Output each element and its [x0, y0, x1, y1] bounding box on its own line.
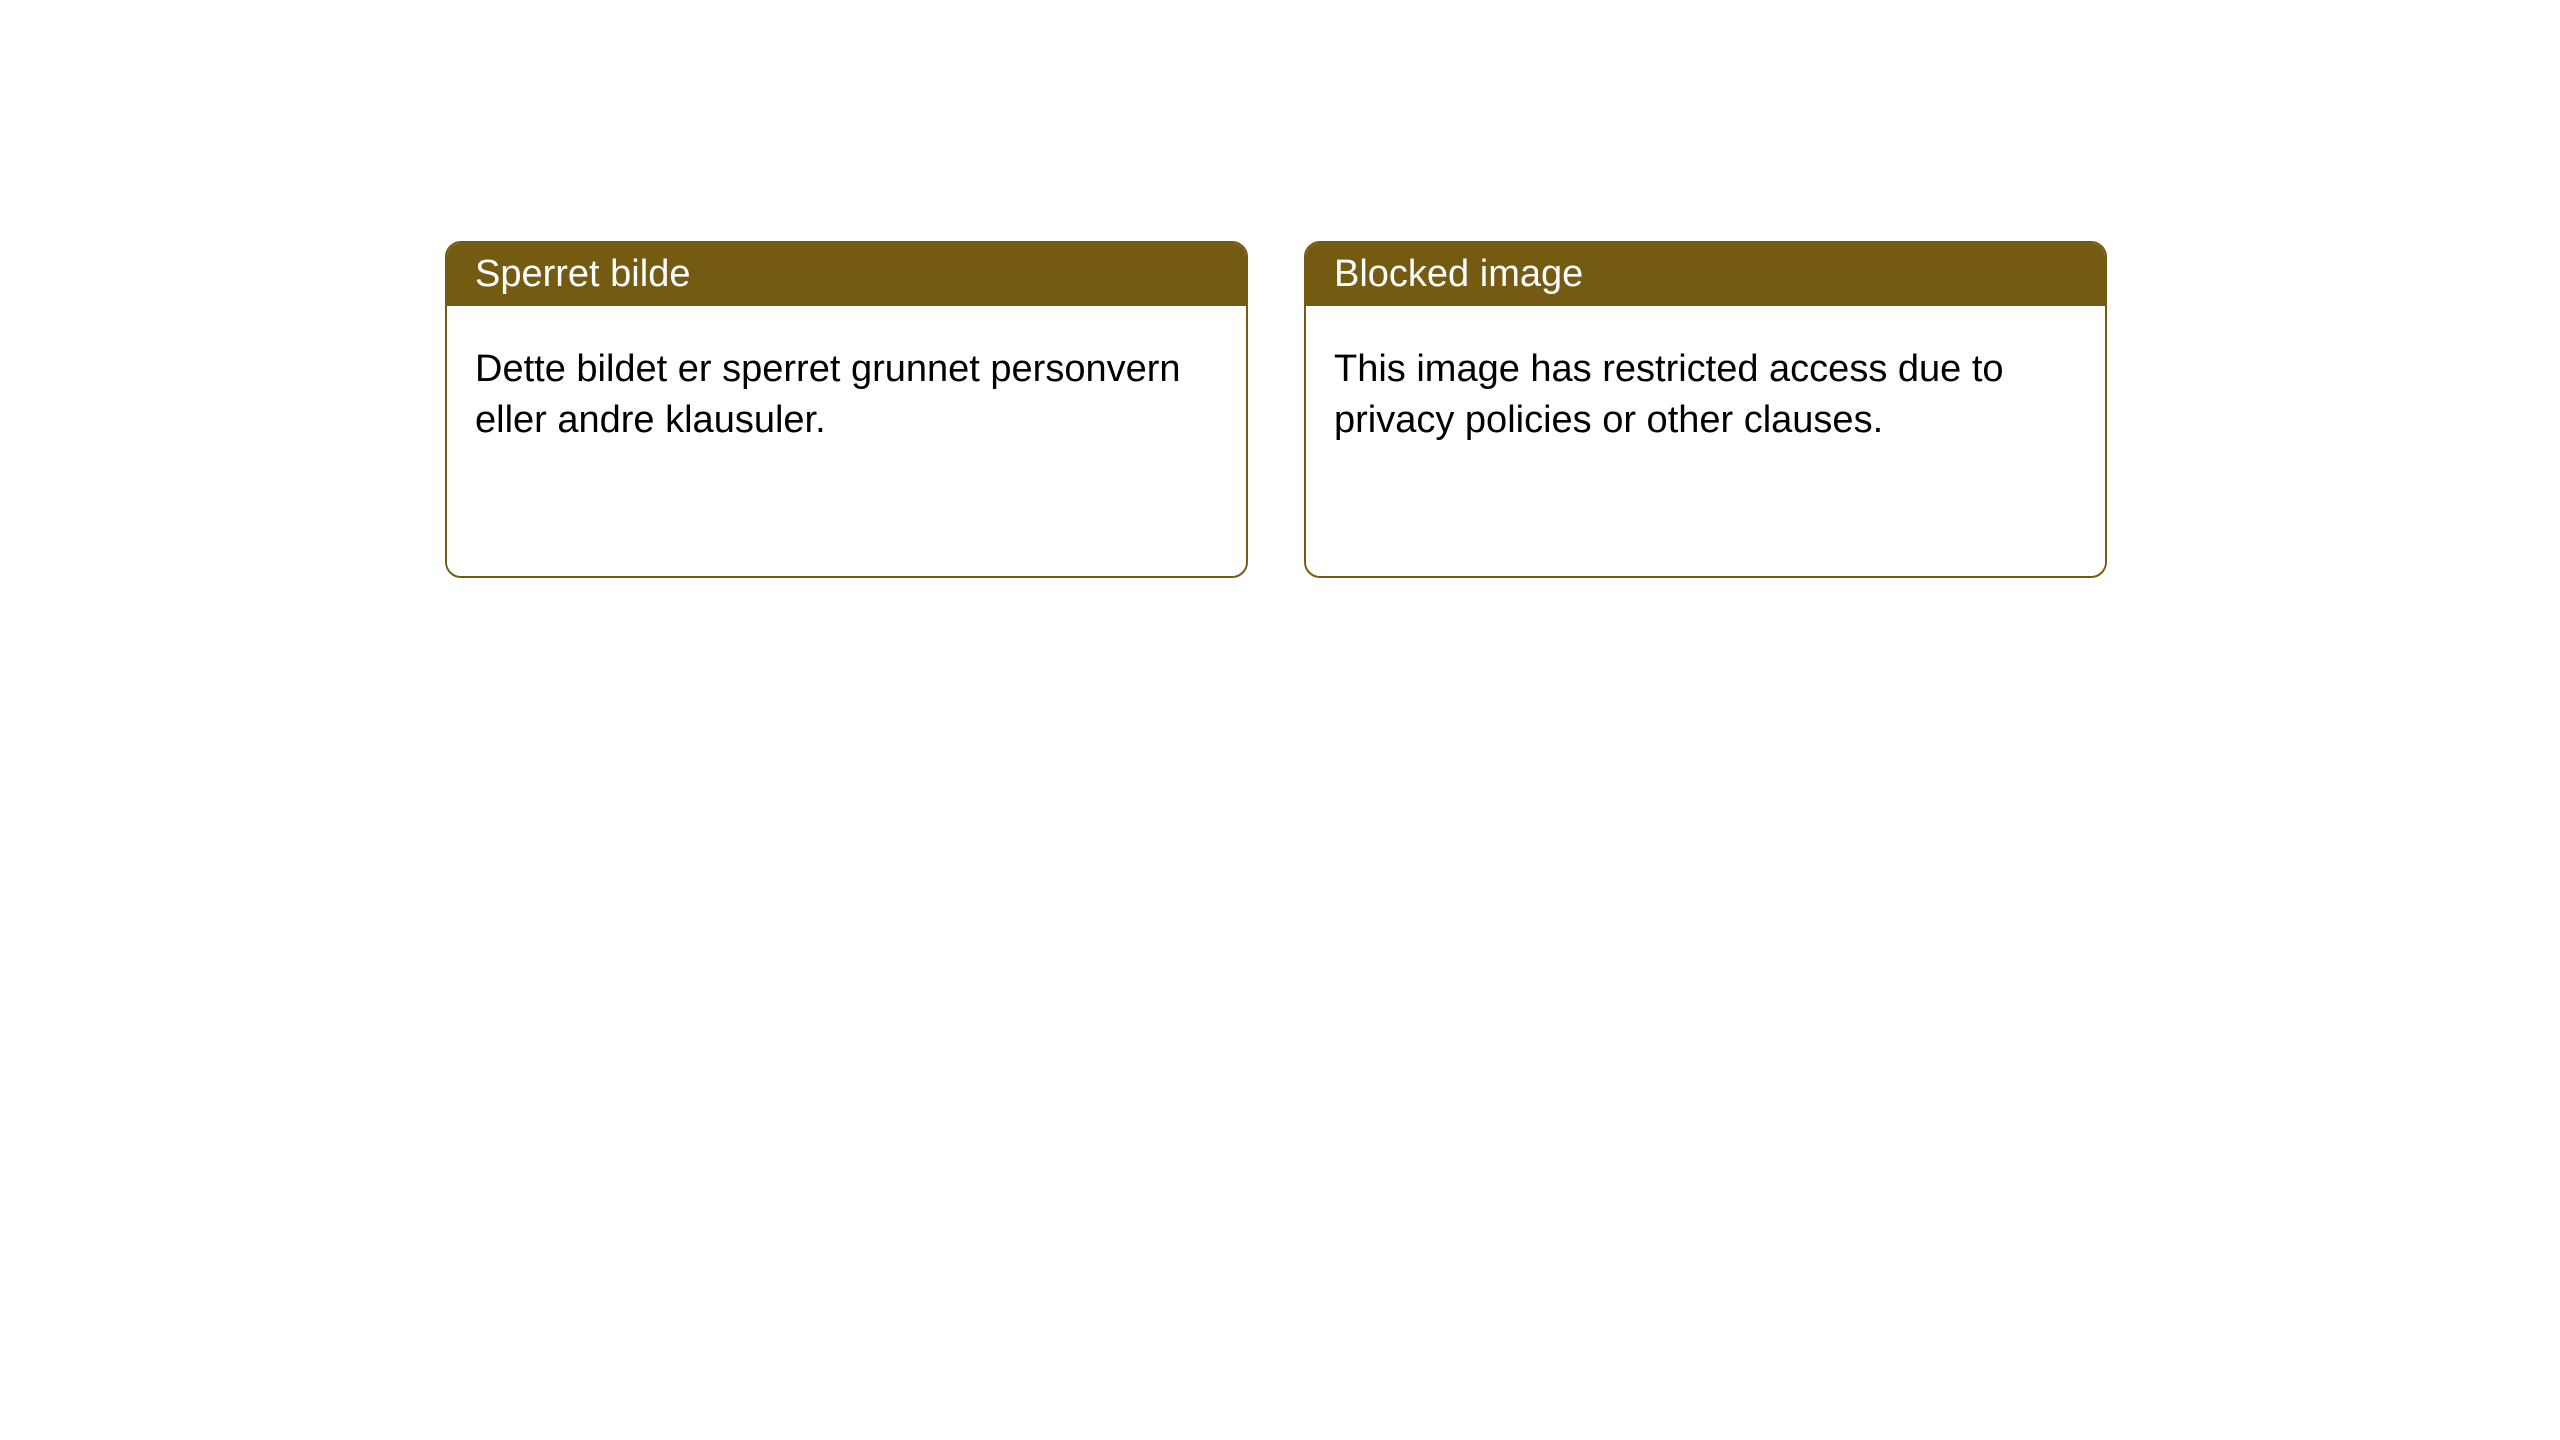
card-title: Sperret bilde	[475, 253, 690, 295]
notice-card-norwegian: Sperret bilde Dette bildet er sperret gr…	[445, 241, 1248, 578]
card-header: Blocked image	[1306, 243, 2105, 306]
card-body: This image has restricted access due to …	[1306, 306, 2105, 576]
card-text: This image has restricted access due to …	[1334, 344, 2077, 447]
card-text: Dette bildet er sperret grunnet personve…	[475, 344, 1218, 447]
notice-card-english: Blocked image This image has restricted …	[1304, 241, 2107, 578]
card-title: Blocked image	[1334, 253, 1583, 295]
notice-container: Sperret bilde Dette bildet er sperret gr…	[445, 241, 2107, 578]
card-header: Sperret bilde	[447, 243, 1246, 306]
card-body: Dette bildet er sperret grunnet personve…	[447, 306, 1246, 576]
